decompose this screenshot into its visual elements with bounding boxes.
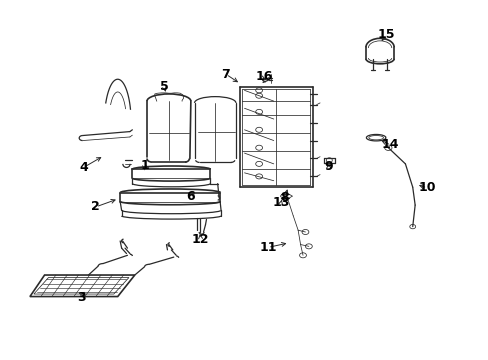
Text: 2: 2 (91, 201, 100, 213)
Text: 3: 3 (77, 291, 85, 304)
Text: 8: 8 (280, 191, 289, 204)
Text: 5: 5 (160, 80, 168, 93)
Text: 10: 10 (418, 181, 435, 194)
Text: 16: 16 (255, 70, 273, 83)
Text: 13: 13 (272, 196, 289, 209)
Text: 6: 6 (186, 190, 195, 203)
Text: 1: 1 (140, 159, 149, 172)
Text: 14: 14 (381, 138, 399, 151)
Text: 11: 11 (259, 241, 276, 254)
Text: 15: 15 (376, 28, 394, 41)
Text: 7: 7 (221, 68, 230, 81)
Text: 9: 9 (324, 160, 332, 173)
Text: 12: 12 (191, 233, 209, 246)
Text: 4: 4 (79, 161, 88, 174)
